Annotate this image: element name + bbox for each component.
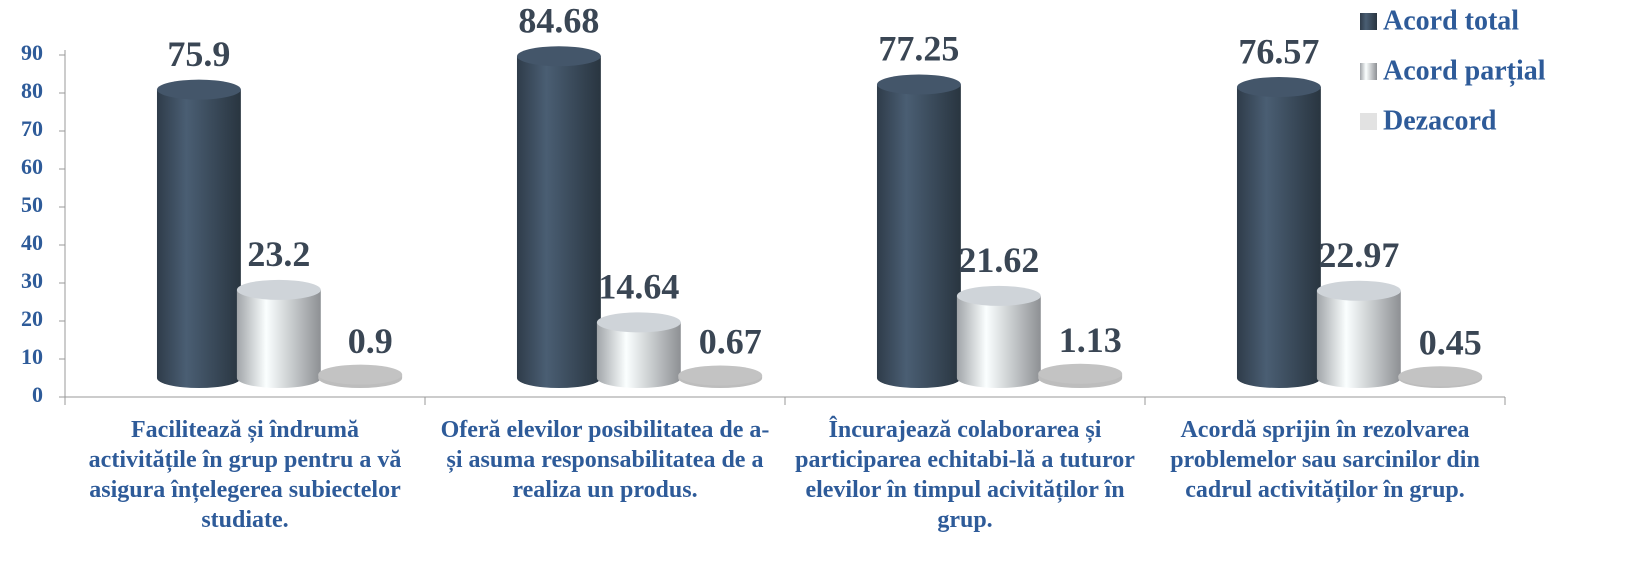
cylinder [318,364,403,388]
cylinder-top [516,46,601,67]
cylinder-top [156,79,241,100]
x-tick-label: Oferă elevilor posibilitatea de a-și asu… [440,417,770,503]
cylinder-body [1316,290,1401,388]
cylinder [156,79,241,388]
y-tick-label: 50 [21,192,43,217]
cylinder-top [876,74,961,95]
cylinder-top [1316,280,1401,301]
cylinder-top [1038,363,1123,384]
cylinder-top [596,312,681,333]
cylinder-top [318,364,403,385]
cylinder [956,285,1041,388]
legend-label: Acord parțial [1383,55,1546,86]
cylinder-body [236,289,321,388]
cylinder-body [1236,87,1321,388]
data-label: 22.97 [1318,235,1399,275]
cylinder [1398,366,1483,388]
cylinder-top [236,279,321,300]
y-tick-label: 80 [21,78,43,103]
y-tick-label: 0 [32,382,43,407]
data-label: 1.13 [1059,320,1122,360]
cylinder-top [678,365,763,386]
cylinder [596,312,681,388]
y-tick-label: 20 [21,306,43,331]
legend-swatch [1360,63,1377,80]
legend-swatch [1360,13,1377,30]
cylinder [1038,363,1123,388]
cylinder-body [516,56,601,388]
data-label: 14.64 [598,267,679,307]
data-label: 23.2 [247,234,310,274]
legend-swatch [1360,113,1377,130]
y-tick-label: 30 [21,268,43,293]
cylinder-top [1236,77,1321,98]
legend-label: Acord total [1383,5,1519,36]
y-tick-label: 90 [21,40,43,65]
data-label: 76.57 [1238,31,1319,71]
data-label: 75.9 [167,34,230,74]
cylinder [876,74,961,388]
cylinder [678,365,763,388]
y-tick-label: 60 [21,154,43,179]
data-label: 0.67 [699,322,762,362]
cylinder [236,279,321,388]
y-tick-label: 70 [21,116,43,141]
y-tick-label: 40 [21,230,43,255]
data-label: 21.62 [958,240,1039,280]
x-tick-label: Facilitează și îndrumă activitățile în g… [88,417,402,533]
data-label: 84.68 [518,0,599,40]
data-label: 77.25 [878,29,959,69]
data-label: 0.9 [348,321,393,361]
cylinder-body [956,295,1041,388]
cylinder-body [596,322,681,388]
cylinder-top [1398,366,1483,387]
legend-label: Dezacord [1383,105,1497,136]
cylinder [1316,280,1401,388]
cylinder-top [956,285,1041,306]
x-tick-label: Încurajează colaborarea și participarea … [795,417,1135,533]
y-tick-label: 10 [21,344,43,369]
cylinder [516,46,601,388]
cylinder-body [156,89,241,388]
data-label: 0.45 [1419,323,1482,363]
cylinder [1236,77,1321,388]
x-tick-label: Acordă sprijin în rezolvarea problemelor… [1170,417,1480,503]
cylinder-body [876,84,961,388]
